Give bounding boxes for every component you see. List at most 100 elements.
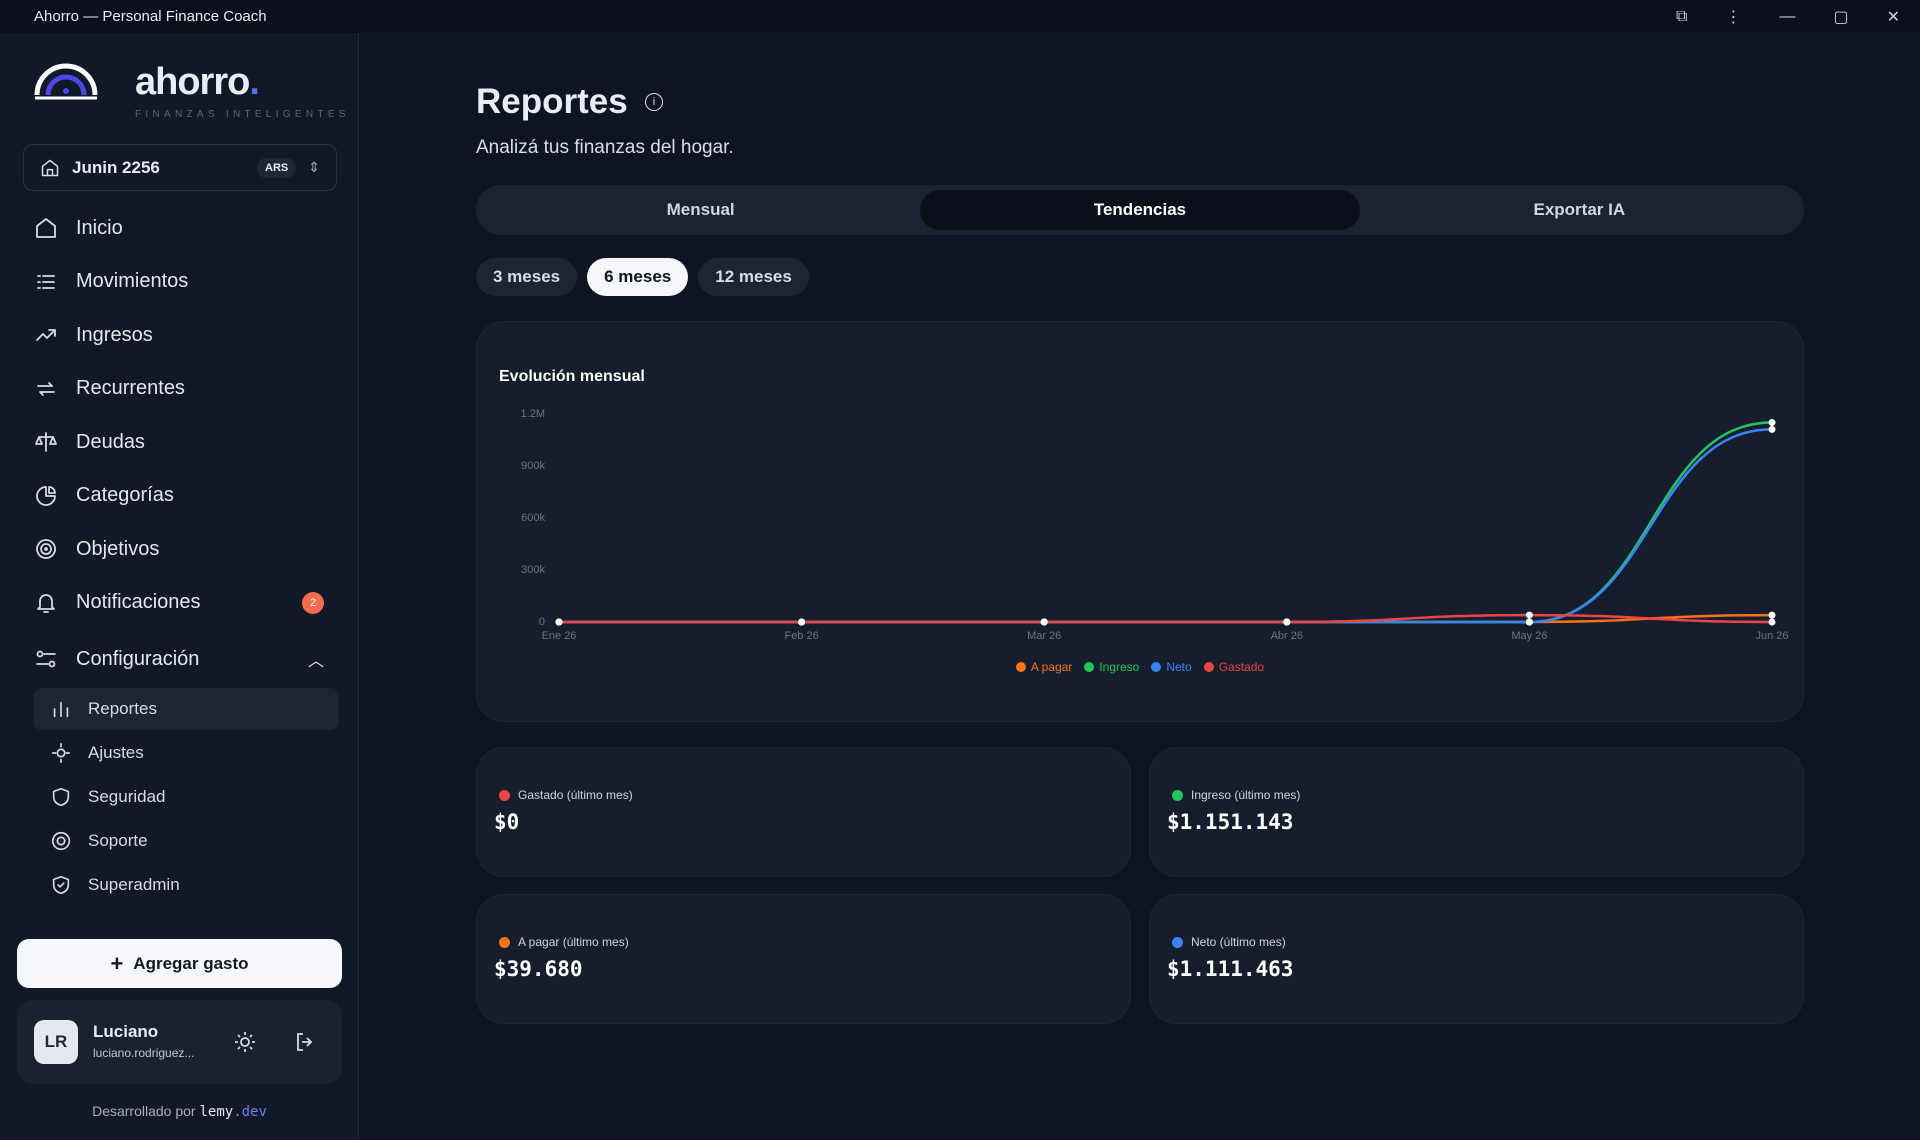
tab[interactable]: Mensual <box>666 200 735 219</box>
brand-dot: . <box>249 61 260 103</box>
data-point <box>1040 618 1048 626</box>
nav-icon <box>36 485 56 506</box>
nav-item[interactable]: Objetivos <box>34 529 324 569</box>
nav-item[interactable]: Deudas <box>34 422 324 462</box>
legend-swatch <box>1151 662 1162 672</box>
sidebar: ahorro. FINANZAS INTELIGENTES Junin 2256… <box>0 33 359 1140</box>
nav-item[interactable]: Recurrentes <box>34 369 324 409</box>
nav-label: Deudas <box>76 430 145 453</box>
stat-label: Gastado (último mes) <box>518 788 633 802</box>
icon-shape <box>35 432 57 452</box>
data-point <box>1283 618 1291 626</box>
user-card: LR Luciano luciano.rodriguez... <box>17 1000 342 1084</box>
minimize-button[interactable]: — <box>1779 7 1796 25</box>
icon-shape <box>51 743 71 763</box>
icon-shape <box>36 329 56 341</box>
stat-dot <box>1172 936 1183 948</box>
plus-icon: + <box>110 950 124 976</box>
icon-shape <box>36 539 56 559</box>
nav-label: Categorías <box>76 484 174 506</box>
nav-label: Movimientos <box>76 270 189 292</box>
config-nav[interactable]: Configuración ︿ <box>34 639 324 679</box>
user-email: luciano.rodriguez... <box>93 1046 195 1060</box>
maximize-button[interactable]: ▢ <box>1833 8 1849 26</box>
nav-icon <box>37 274 55 289</box>
tab[interactable]: Exportar IA <box>1533 200 1626 219</box>
chart-card: Evolución mensual 0 300k 600k 900k 1.2M Ene 2… <box>476 321 1804 722</box>
add-expense-button[interactable]: + Agregar gasto <box>17 939 342 988</box>
stat-label-row: Gastado (último mes) <box>499 788 633 802</box>
nav-icon <box>37 593 55 613</box>
nav-item[interactable]: Movimientos <box>34 262 324 302</box>
nav-label: Inicio <box>76 216 123 239</box>
stat-label: Neto (último mes) <box>1191 935 1286 949</box>
tab[interactable]: Tendencias <box>920 190 1360 230</box>
nav-icon <box>37 381 55 396</box>
y-tick-label: 1.2M <box>521 408 545 420</box>
window-title: Ahorro — Personal Finance Coach <box>34 8 267 25</box>
footer-brand: lemy <box>199 1104 234 1120</box>
window-controls: ⧉ ⋮ — ▢ ✕ <box>1676 0 1900 33</box>
icon-shape <box>37 593 55 613</box>
nav-icon <box>53 701 69 718</box>
notification-badge: 2 <box>302 591 324 614</box>
currency-badge: ARS <box>257 157 297 178</box>
period-chip[interactable]: 6 meses <box>587 258 689 296</box>
stat-card: Gastado (último mes) $0 <box>476 747 1131 877</box>
chart-title: Evolución mensual <box>499 368 645 385</box>
nav-item[interactable]: Notificaciones 2 <box>34 583 324 623</box>
nav-icon <box>52 875 70 895</box>
extension-button[interactable]: ⧉ <box>1676 7 1688 25</box>
subnav-item[interactable]: Soporte <box>34 820 339 862</box>
icon-shape <box>53 701 69 718</box>
stat-value: $0 <box>494 810 520 834</box>
nav-item[interactable]: Inicio <box>34 208 324 248</box>
subnav-item[interactable]: Superadmin <box>34 864 339 906</box>
menu-button[interactable]: ⋮ <box>1725 8 1742 26</box>
stat-dot <box>499 936 510 948</box>
stat-label-row: A pagar (último mes) <box>499 935 629 949</box>
subnav-label: Reportes <box>88 699 157 718</box>
data-point <box>1768 418 1776 426</box>
theme-toggle[interactable] <box>233 1030 257 1054</box>
icon-shape <box>52 875 70 895</box>
tagline: FINANZAS INTELIGENTES <box>135 109 350 120</box>
nav-label: Notificaciones <box>76 591 201 613</box>
legend-item: Neto <box>1151 660 1192 674</box>
nav-item[interactable]: Ingresos <box>34 315 324 355</box>
icon-shape <box>52 831 71 851</box>
series-line <box>558 613 1773 624</box>
data-point <box>1525 618 1533 626</box>
x-tick-label: Ene 26 <box>542 630 577 642</box>
logout-button[interactable] <box>293 1030 317 1054</box>
period-selector: 3 meses 6 meses 12 meses <box>476 258 809 296</box>
legend-label: Gastado <box>1218 660 1265 674</box>
avatar: LR <box>34 1020 78 1064</box>
brand-name: ahorro <box>135 61 250 103</box>
subnav-item[interactable]: Seguridad <box>34 776 339 818</box>
stat-card: Neto (último mes) $1.111.463 <box>1149 894 1804 1024</box>
subnav-label: Superadmin <box>88 875 180 894</box>
stat-label-row: Ingreso (último mes) <box>1172 788 1300 802</box>
chart: Evolución mensual 0 300k 600k 900k 1.2M Ene 2… <box>499 368 1789 642</box>
nav-icon <box>51 743 71 763</box>
data-point <box>1768 618 1776 626</box>
nav-item[interactable]: Categorías <box>34 476 324 516</box>
config-icon <box>36 650 56 668</box>
add-expense-label: Agregar gasto <box>133 953 249 973</box>
data-point <box>1525 611 1533 619</box>
info-icon[interactable]: i <box>645 93 663 111</box>
subnav-item[interactable]: Reportes <box>34 688 339 730</box>
subnav-item[interactable]: Ajustes <box>34 732 339 774</box>
nav-icon <box>35 432 57 452</box>
period-chip[interactable]: 3 meses <box>476 258 578 296</box>
close-button[interactable]: ✕ <box>1886 8 1900 26</box>
stat-label: A pagar (último mes) <box>518 935 629 949</box>
y-tick-label: 600k <box>521 512 545 524</box>
icon-shape <box>36 485 56 506</box>
household-selector[interactable]: Junin 2256 ARS ⇕ <box>23 144 337 191</box>
icon-shape <box>52 787 70 807</box>
period-chip[interactable]: 12 meses <box>698 258 809 296</box>
